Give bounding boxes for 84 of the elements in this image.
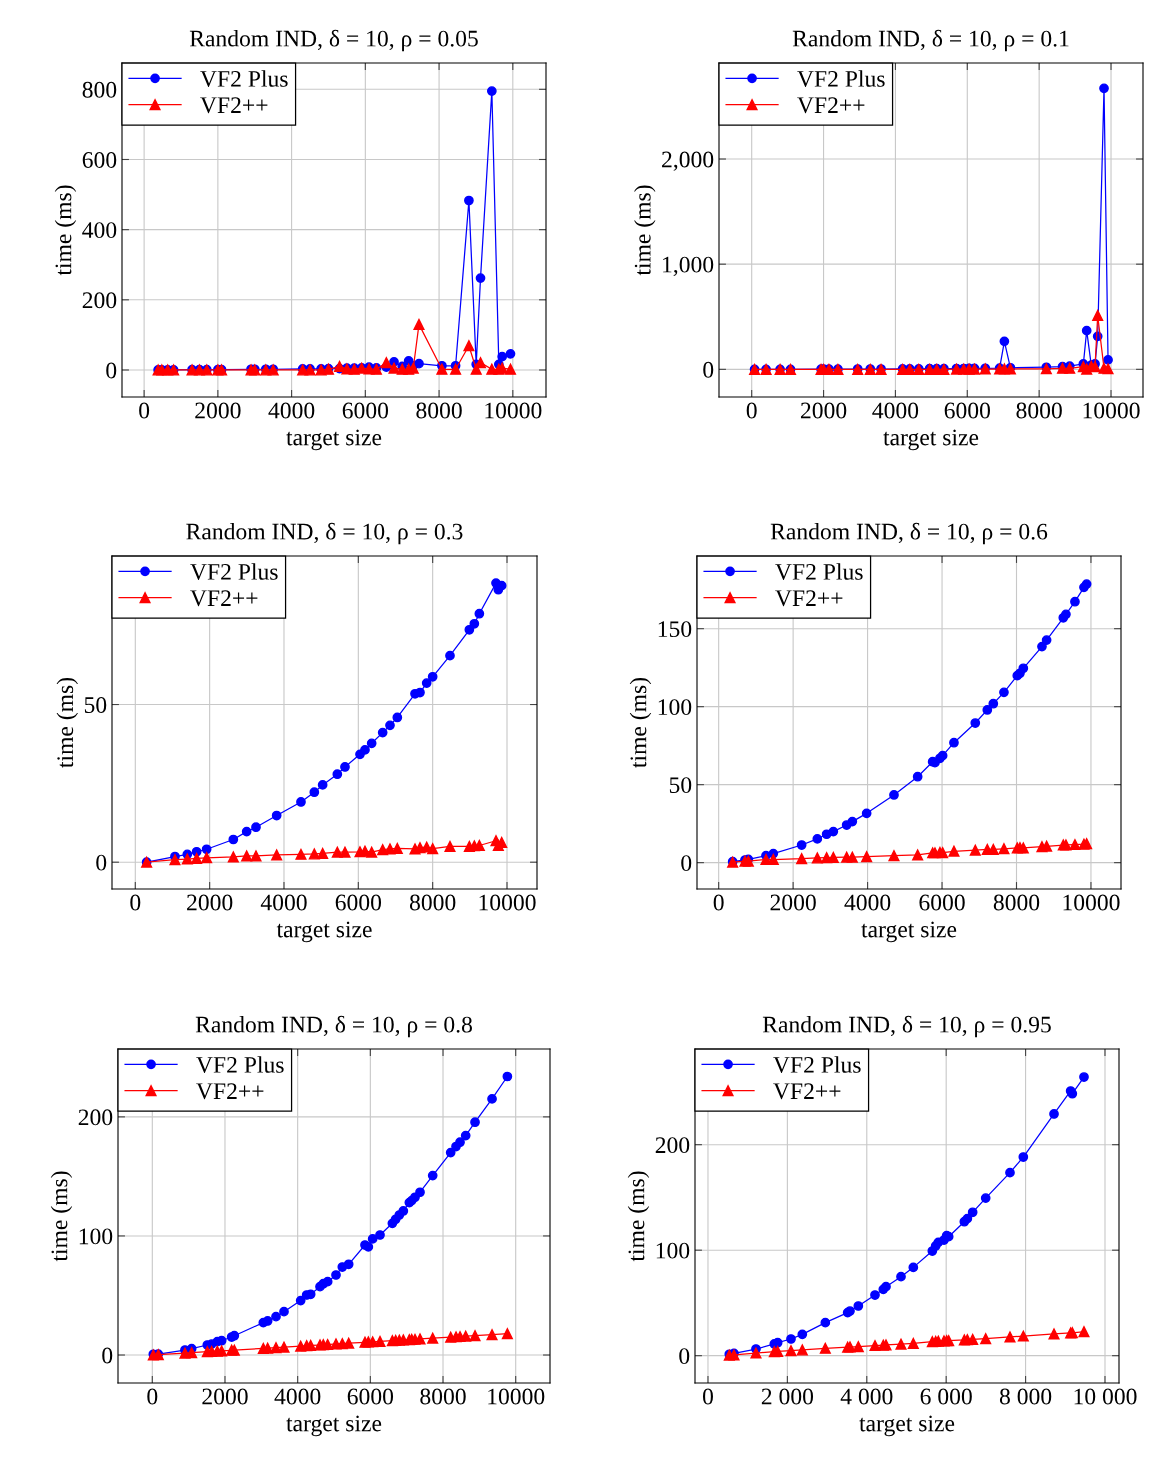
legend-label: VF2 Plus — [775, 563, 863, 580]
x-tick-label: 8000 — [993, 894, 1040, 911]
x-tick-label: 6 000 — [920, 1388, 972, 1405]
y-tick-label: 0 — [679, 1348, 690, 1365]
x-tick-label: 0 — [147, 1388, 158, 1405]
x-tick-label: 2000 — [770, 894, 816, 911]
x-tick-label: 2000 — [800, 402, 847, 419]
x-tick-label: 8000 — [409, 894, 456, 911]
x-tick-label: 2000 — [195, 402, 241, 419]
y-tick-label: 100 — [656, 1242, 690, 1259]
y-tick-label: 800 — [82, 81, 117, 98]
x-tick-label: 8000 — [1016, 402, 1062, 419]
y-tick-label: 200 — [82, 292, 117, 309]
x-tick-label: 10 000 — [1074, 1388, 1137, 1405]
x-tick-label: 8000 — [416, 402, 462, 419]
x-tick-label: 8000 — [420, 1388, 466, 1405]
x-axis-title: target size — [859, 1415, 955, 1437]
y-axis-title: time (ms) — [56, 677, 78, 768]
y-tick-label: 200 — [78, 1109, 113, 1126]
x-tick-label: 4000 — [274, 1388, 321, 1405]
x-tick-label: 2 000 — [761, 1388, 814, 1405]
y-tick-label: 2,000 — [662, 151, 714, 171]
x-tick-label: 10000 — [1063, 894, 1120, 911]
y-tick-label: 100 — [79, 1228, 113, 1245]
y-tick-label: 600 — [82, 151, 117, 168]
x-tick-label: 6000 — [919, 894, 965, 911]
x-tick-label: 0 — [746, 402, 757, 419]
chart-title: Random IND, δ = 10, ρ = 0.05 — [189, 29, 478, 52]
y-tick-label: 0 — [96, 854, 107, 871]
y-tick-label: 200 — [655, 1137, 690, 1154]
y-axis-title: time (ms) — [627, 1171, 650, 1262]
legend-label: VF2++ — [775, 590, 843, 607]
y-tick-label: 150 — [658, 621, 692, 638]
x-tick-label: 8 000 — [999, 1388, 1052, 1405]
legend-label: VF2++ — [200, 97, 268, 114]
x-tick-label: 10000 — [488, 1388, 545, 1405]
chart-title: Random IND, δ = 10, ρ = 0.1 — [792, 29, 1069, 52]
chart-title: Random IND, δ = 10, ρ = 0.8 — [195, 1015, 472, 1038]
legend-label: VF2++ — [773, 1083, 841, 1100]
x-tick-label: 4000 — [872, 402, 919, 419]
legend-label: VF2++ — [196, 1083, 264, 1100]
x-tick-label: 6000 — [347, 1388, 394, 1405]
x-tick-label: 10000 — [1083, 402, 1140, 419]
x-axis-title: target size — [286, 429, 382, 451]
x-tick-label: 4000 — [268, 402, 315, 419]
y-axis-title: time (ms) — [634, 185, 656, 276]
x-tick-label: 4000 — [260, 894, 307, 911]
x-tick-label: 10000 — [479, 894, 536, 911]
x-tick-label: 6000 — [335, 894, 382, 911]
x-tick-label: 6000 — [342, 402, 389, 419]
chart-title: Random IND, δ = 10, ρ = 0.6 — [770, 522, 1048, 545]
y-tick-label: 50 — [84, 697, 107, 713]
x-tick-label: 2000 — [202, 1388, 248, 1405]
legend-label: VF2 Plus — [773, 1056, 861, 1073]
y-axis-title: time (ms) — [50, 1171, 73, 1262]
x-tick-label: 10000 — [485, 402, 542, 419]
y-axis-title: time (ms) — [54, 185, 77, 276]
legend-label: VF2++ — [190, 590, 258, 607]
y-tick-label: 400 — [82, 222, 117, 239]
x-tick-label: 4 000 — [840, 1388, 893, 1405]
x-axis-title: target size — [286, 1415, 382, 1437]
chart-title: Random IND, δ = 10, ρ = 0.3 — [186, 522, 463, 545]
x-axis-title: target size — [276, 921, 372, 943]
chart-title: Random IND, δ = 10, ρ = 0.95 — [762, 1015, 1051, 1038]
x-tick-label: 0 — [130, 894, 141, 911]
legend-label: VF2 Plus — [190, 563, 278, 580]
x-axis-title: target size — [883, 429, 979, 451]
y-tick-label: 100 — [658, 699, 692, 716]
y-tick-label: 1,000 — [663, 256, 714, 276]
legend-label: VF2 Plus — [797, 70, 885, 87]
y-tick-label: 0 — [681, 855, 692, 872]
x-tick-label: 6000 — [944, 402, 990, 419]
legend-label: VF2 Plus — [196, 1056, 284, 1073]
y-tick-label: 0 — [703, 361, 714, 378]
y-tick-label: 0 — [106, 362, 117, 379]
y-tick-label: 0 — [102, 1347, 113, 1364]
legend-label: VF2++ — [797, 97, 865, 114]
y-tick-label: 50 — [669, 777, 692, 794]
x-tick-label: 2000 — [187, 894, 233, 911]
x-tick-label: 0 — [139, 402, 150, 419]
legend-label: VF2 Plus — [200, 70, 288, 87]
x-axis-title: target size — [861, 921, 957, 943]
x-tick-label: 4000 — [844, 894, 891, 911]
y-axis-title: time (ms) — [629, 677, 652, 768]
